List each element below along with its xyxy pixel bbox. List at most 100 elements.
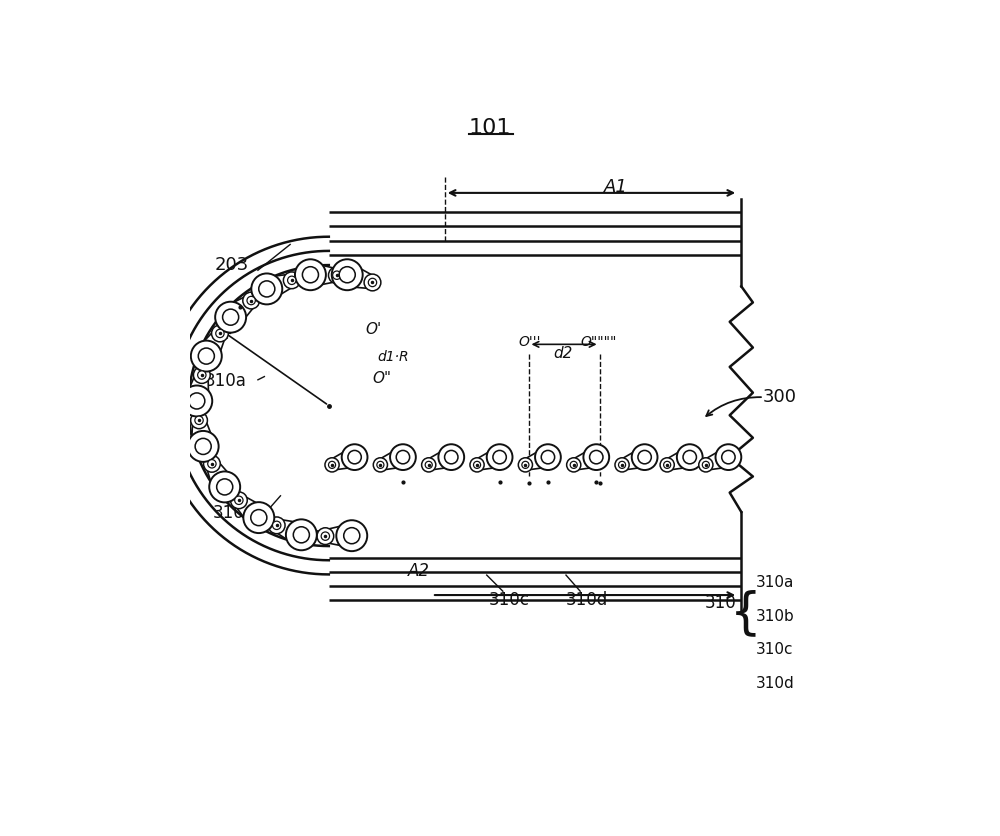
Polygon shape xyxy=(475,448,503,471)
Circle shape xyxy=(590,451,603,464)
Text: O"""": O"""" xyxy=(580,334,616,349)
Text: O': O' xyxy=(366,321,382,336)
Text: 101: 101 xyxy=(469,117,511,137)
Circle shape xyxy=(699,458,713,472)
Circle shape xyxy=(209,472,240,502)
Circle shape xyxy=(181,386,212,417)
Text: 310c: 310c xyxy=(489,590,530,609)
Circle shape xyxy=(541,451,555,464)
Circle shape xyxy=(487,445,512,471)
Polygon shape xyxy=(344,264,374,289)
Circle shape xyxy=(251,274,282,305)
Polygon shape xyxy=(310,263,337,288)
Circle shape xyxy=(422,458,436,472)
Circle shape xyxy=(198,371,206,380)
Circle shape xyxy=(567,458,581,472)
Polygon shape xyxy=(704,448,732,471)
Circle shape xyxy=(425,461,432,469)
Circle shape xyxy=(716,445,741,471)
Polygon shape xyxy=(665,448,693,471)
Circle shape xyxy=(339,268,355,283)
Circle shape xyxy=(638,451,651,464)
Text: 310: 310 xyxy=(704,594,736,611)
Circle shape xyxy=(535,445,561,471)
Circle shape xyxy=(195,439,211,455)
Polygon shape xyxy=(185,375,209,404)
Text: A2: A2 xyxy=(408,561,430,579)
Circle shape xyxy=(302,268,318,283)
Circle shape xyxy=(223,310,239,326)
Circle shape xyxy=(332,260,363,291)
Text: {: { xyxy=(730,588,762,636)
Polygon shape xyxy=(223,296,255,327)
Circle shape xyxy=(368,279,377,288)
Polygon shape xyxy=(235,496,267,528)
Circle shape xyxy=(295,260,326,291)
Circle shape xyxy=(191,412,207,429)
Circle shape xyxy=(390,445,416,471)
Circle shape xyxy=(683,451,696,464)
Circle shape xyxy=(336,521,367,552)
Circle shape xyxy=(195,416,203,425)
Text: 310b: 310b xyxy=(213,503,255,522)
Polygon shape xyxy=(263,275,294,301)
Polygon shape xyxy=(274,520,306,547)
Text: 300: 300 xyxy=(763,387,797,405)
Circle shape xyxy=(344,528,360,544)
Circle shape xyxy=(288,277,296,285)
Circle shape xyxy=(193,367,210,384)
Circle shape xyxy=(470,458,484,472)
Circle shape xyxy=(632,445,658,471)
Text: 310d: 310d xyxy=(565,590,608,609)
Text: O": O" xyxy=(373,371,392,386)
Circle shape xyxy=(317,528,334,545)
Text: 310d: 310d xyxy=(756,675,795,690)
Circle shape xyxy=(333,272,341,280)
Circle shape xyxy=(243,293,260,309)
Circle shape xyxy=(583,445,609,471)
Circle shape xyxy=(474,461,481,469)
Circle shape xyxy=(235,497,243,505)
Circle shape xyxy=(328,268,345,284)
Text: d1·R: d1·R xyxy=(377,349,409,364)
Circle shape xyxy=(191,341,222,372)
Circle shape xyxy=(212,326,228,343)
Circle shape xyxy=(217,479,233,496)
Circle shape xyxy=(660,458,674,472)
Text: d2: d2 xyxy=(554,345,573,360)
Circle shape xyxy=(493,451,506,464)
Circle shape xyxy=(204,456,220,472)
Polygon shape xyxy=(572,448,600,471)
Circle shape xyxy=(286,520,317,551)
Polygon shape xyxy=(524,448,551,471)
Circle shape xyxy=(377,461,384,469)
Polygon shape xyxy=(620,448,648,471)
Circle shape xyxy=(364,275,381,292)
Circle shape xyxy=(215,303,246,334)
Polygon shape xyxy=(191,420,215,449)
Circle shape xyxy=(615,458,629,472)
Text: 310b: 310b xyxy=(756,608,795,623)
Circle shape xyxy=(522,461,529,469)
Polygon shape xyxy=(379,448,406,471)
Polygon shape xyxy=(196,331,225,363)
Circle shape xyxy=(259,282,275,298)
Circle shape xyxy=(518,458,532,472)
Polygon shape xyxy=(330,448,358,471)
Circle shape xyxy=(216,330,224,339)
Circle shape xyxy=(570,461,577,469)
Circle shape xyxy=(342,445,367,471)
Text: O''': O''' xyxy=(519,334,541,349)
Circle shape xyxy=(243,502,274,533)
Text: A1: A1 xyxy=(604,178,628,196)
Circle shape xyxy=(272,522,281,530)
Circle shape xyxy=(722,451,735,464)
Text: 310a: 310a xyxy=(756,574,794,589)
Circle shape xyxy=(664,461,671,469)
Circle shape xyxy=(438,445,464,471)
Circle shape xyxy=(268,517,285,534)
Text: 310a: 310a xyxy=(205,371,247,390)
Circle shape xyxy=(328,461,336,469)
Circle shape xyxy=(325,458,339,472)
Circle shape xyxy=(230,492,247,509)
